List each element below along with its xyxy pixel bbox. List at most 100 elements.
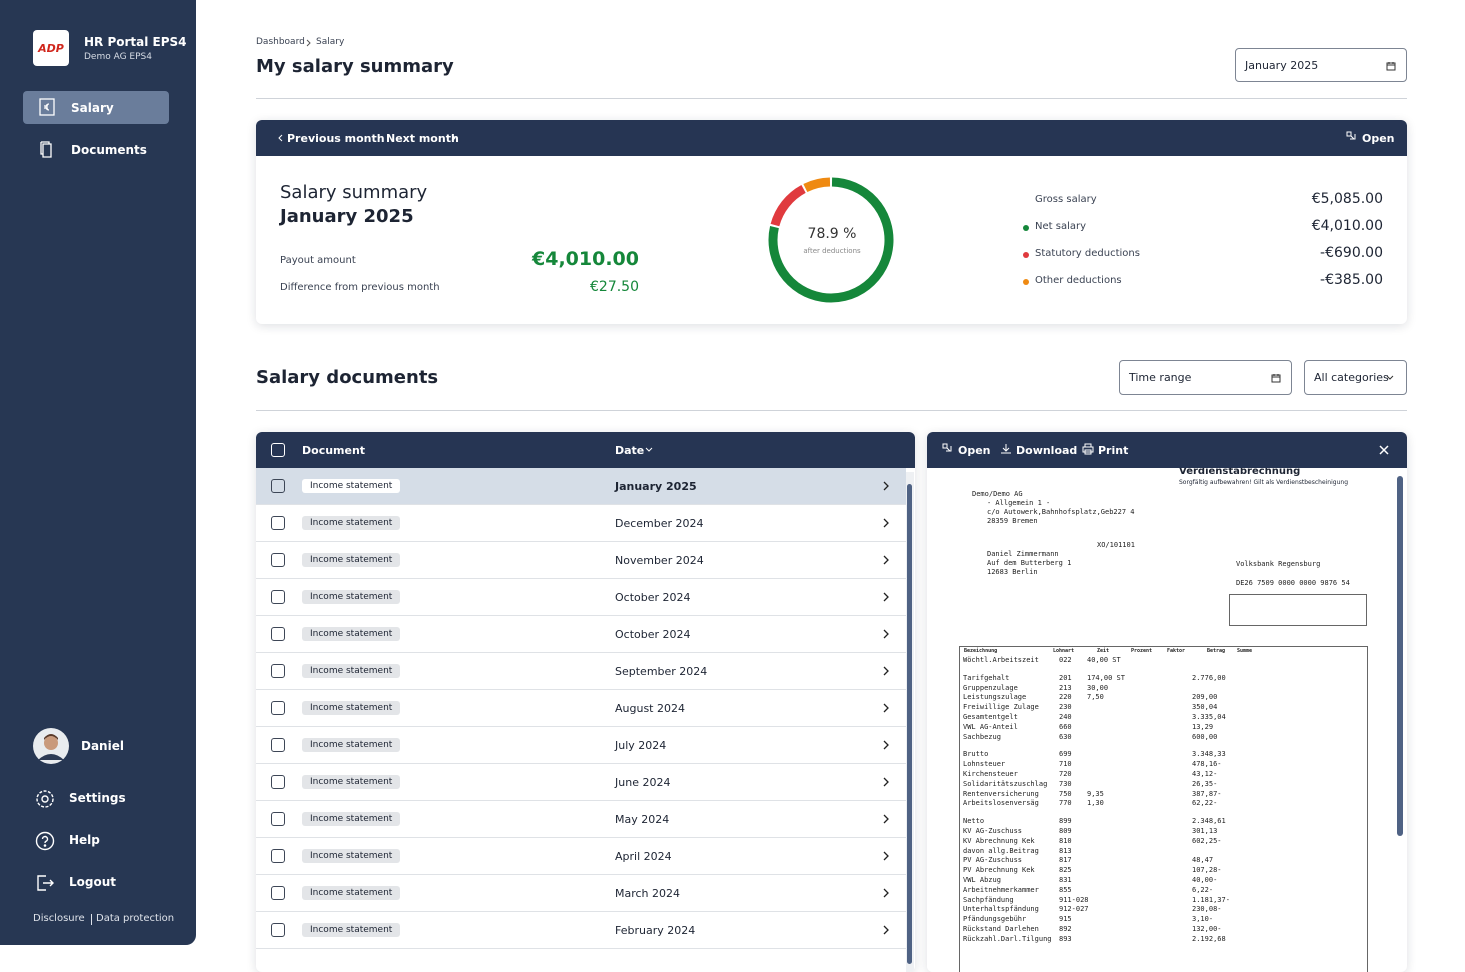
- checkbox[interactable]: [271, 923, 285, 937]
- preview-toolbar: Open Download Print: [927, 432, 1407, 468]
- nav-item[interactable]: Documents: [23, 133, 169, 166]
- donut-chart: [768, 177, 894, 303]
- chev: [278, 134, 283, 142]
- checkbox[interactable]: [271, 775, 285, 789]
- checkbox[interactable]: [271, 590, 285, 604]
- table-row[interactable]: Income statement August 2024: [256, 690, 906, 727]
- doc-tag: Income statement: [302, 664, 401, 678]
- scrollbar[interactable]: [1397, 476, 1403, 836]
- doc-text: 813: [1059, 846, 1072, 855]
- doc-table: [959, 646, 1368, 972]
- row-chevron: [883, 888, 889, 898]
- row-chevron: [883, 518, 889, 528]
- month-picker[interactable]: January 2025: [1235, 48, 1407, 82]
- doc-text: Brutto: [963, 750, 989, 759]
- checkbox[interactable]: [271, 553, 285, 567]
- doc-text: 230: [1059, 703, 1072, 712]
- doc-text: Bezeichnung: [964, 648, 998, 654]
- table-row[interactable]: Income statement December 2024: [256, 505, 906, 542]
- nav-item[interactable]: Salary: [23, 91, 169, 124]
- doc-text: 855: [1059, 885, 1072, 894]
- doc-tag: Income statement: [302, 923, 401, 937]
- sort-icon: [645, 447, 653, 452]
- table-row[interactable]: Income statement September 2024: [256, 653, 906, 690]
- doc-text: VWL AG-Anteil: [963, 722, 1018, 731]
- checkbox[interactable]: [271, 664, 285, 678]
- doc-text: Gesamtentgelt: [963, 713, 1018, 721]
- doc-text: 3,10-: [1192, 915, 1214, 924]
- doc-text: 2.348,61: [1192, 817, 1226, 826]
- doc-text: 893: [1059, 934, 1072, 943]
- user-name[interactable]: Daniel: [81, 739, 124, 753]
- select-all[interactable]: [271, 443, 285, 457]
- table-row[interactable]: Income statement January 2025: [256, 468, 906, 505]
- checkbox[interactable]: [271, 701, 285, 715]
- donut-center: 78.9 %: [807, 226, 857, 242]
- row-chevron: [883, 666, 889, 676]
- preview-action[interactable]: Download: [1016, 444, 1078, 457]
- menu-item[interactable]: Logout: [69, 875, 117, 889]
- table-row[interactable]: Income statement October 2024: [256, 579, 906, 616]
- doc-text: 892: [1059, 925, 1072, 933]
- help-icon: [35, 831, 55, 851]
- doc-text: 3.348,33: [1192, 750, 1226, 759]
- table-row[interactable]: Income statement October 2024: [256, 616, 906, 653]
- doc-text: 710: [1059, 760, 1072, 769]
- checkbox[interactable]: [271, 738, 285, 752]
- column-header[interactable]: Document: [302, 444, 366, 457]
- close[interactable]: [1379, 445, 1389, 455]
- menu-item[interactable]: Settings: [69, 791, 126, 805]
- table-row[interactable]: Income statement November 2024: [256, 542, 906, 579]
- breakdown-label: Net salary: [1035, 221, 1087, 232]
- prev-month[interactable]: Previous month: [287, 132, 385, 145]
- doc-text: Solidaritätszuschlag: [963, 779, 1048, 788]
- checkbox[interactable]: [271, 516, 285, 530]
- menu-item[interactable]: Help: [69, 833, 100, 847]
- column-header[interactable]: Date: [615, 444, 645, 457]
- breadcrumb[interactable]: Dashboard: [256, 37, 305, 47]
- payslip: Verdienstabrechnung Sorgfältig aufbewahr…: [927, 468, 1395, 972]
- doc-text: 630: [1059, 732, 1072, 741]
- scrollbar[interactable]: [907, 484, 912, 964]
- doc-date: June 2024: [615, 776, 671, 789]
- doc-text: DE26 7509 0000 0000 9876 54: [1236, 579, 1350, 587]
- footer-link[interactable]: Disclosure: [33, 913, 85, 924]
- preview-action[interactable]: Print: [1098, 444, 1129, 457]
- table-row[interactable]: Income statement June 2024: [256, 764, 906, 801]
- crumb-sep: [306, 39, 311, 47]
- nav-icon: [39, 98, 55, 116]
- breakdown-amount: €4,010.00: [1311, 218, 1383, 234]
- doc-text: 26,35-: [1192, 779, 1218, 788]
- table-row[interactable]: Income statement February 2024: [256, 912, 906, 949]
- separator: [91, 914, 92, 925]
- time-range[interactable]: Time range: [1119, 360, 1292, 395]
- category-filter[interactable]: All categories: [1304, 360, 1407, 395]
- doc-date: July 2024: [615, 739, 667, 752]
- category-label: All categories: [1314, 371, 1389, 384]
- doc-text: Lohnart: [1053, 648, 1075, 654]
- checkbox[interactable]: [271, 886, 285, 900]
- preview-action[interactable]: Open: [958, 444, 991, 457]
- doc-text: 1.181,37-: [1192, 895, 1230, 904]
- checkbox[interactable]: [271, 849, 285, 863]
- table-row[interactable]: Income statement July 2024: [256, 727, 906, 764]
- row-chevron: [883, 481, 889, 491]
- open[interactable]: Open: [1362, 132, 1395, 145]
- doc-text: 62,22-: [1192, 799, 1218, 808]
- summary-period: January 2025: [280, 206, 414, 227]
- doc-tag: Income statement: [302, 812, 401, 826]
- doc-text: 6,22-: [1192, 885, 1214, 894]
- next-month[interactable]: Next month: [386, 132, 459, 145]
- table-row[interactable]: Income statement May 2024: [256, 801, 906, 838]
- doc-text: Rückzahl.Darl.Tilgung: [963, 934, 1052, 943]
- doc-text: 1,30: [1087, 799, 1104, 808]
- footer-link[interactable]: Data protection: [96, 913, 175, 924]
- table-row[interactable]: Income statement March 2024: [256, 875, 906, 912]
- checkbox[interactable]: [271, 627, 285, 641]
- row-chevron: [883, 555, 889, 565]
- checkbox[interactable]: [271, 479, 285, 493]
- doc-text: VWL Abzug: [963, 876, 1001, 884]
- table-row[interactable]: Income statement April 2024: [256, 838, 906, 875]
- checkbox[interactable]: [271, 812, 285, 826]
- download-icon: [1001, 444, 1011, 454]
